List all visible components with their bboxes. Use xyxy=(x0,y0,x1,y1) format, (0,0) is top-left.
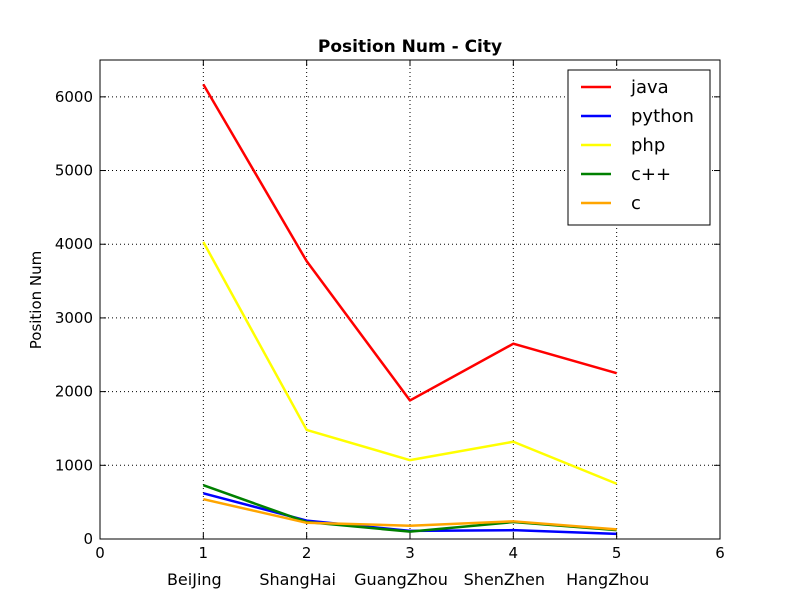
x-tick-label: 0 xyxy=(95,544,105,562)
y-tick-label: 4000 xyxy=(55,235,93,253)
legend: java python php c++ c xyxy=(567,69,711,226)
legend-box xyxy=(567,69,711,226)
y-tick-label: 5000 xyxy=(55,162,93,180)
y-tick-label: 6000 xyxy=(55,88,93,106)
y-tick-label: 0 xyxy=(83,530,93,548)
series-lines xyxy=(202,83,618,536)
series-line-php xyxy=(202,241,618,485)
axis-ticks: 0 1 2 3 4 5 6 0 1000 2000 3000 4000 5000 6000 BeiJing S… xyxy=(55,60,725,589)
city-label: GuangZhou xyxy=(354,570,448,589)
y-tick-label: 1000 xyxy=(55,456,93,474)
y-tick-label: 3000 xyxy=(55,309,93,327)
x-tick-label: 4 xyxy=(509,544,519,562)
y-tick-label: 2000 xyxy=(55,383,93,401)
legend-entry-label: c xyxy=(631,193,641,214)
legend-entry-label: java xyxy=(630,77,669,98)
x-tick-label: 6 xyxy=(715,544,725,562)
x-tick-label: 3 xyxy=(405,544,415,562)
chart-title: Position Num - City xyxy=(318,37,502,57)
y-axis-label: Position Num xyxy=(27,251,45,350)
city-label: HangZhou xyxy=(566,570,649,589)
x-tick-label: 1 xyxy=(199,544,209,562)
series-line-c xyxy=(203,497,617,531)
city-label: ShenZhen xyxy=(464,570,545,589)
city-label: BeiJing xyxy=(167,570,222,589)
legend-entry-label: php xyxy=(631,135,665,156)
x-tick-label: 5 xyxy=(612,544,622,562)
city-label: ShangHai xyxy=(259,570,336,589)
legend-entry-label: c++ xyxy=(631,164,671,185)
legend-entry-label: python xyxy=(631,106,694,127)
x-tick-label: 2 xyxy=(302,544,312,562)
series-line-java xyxy=(202,83,618,402)
